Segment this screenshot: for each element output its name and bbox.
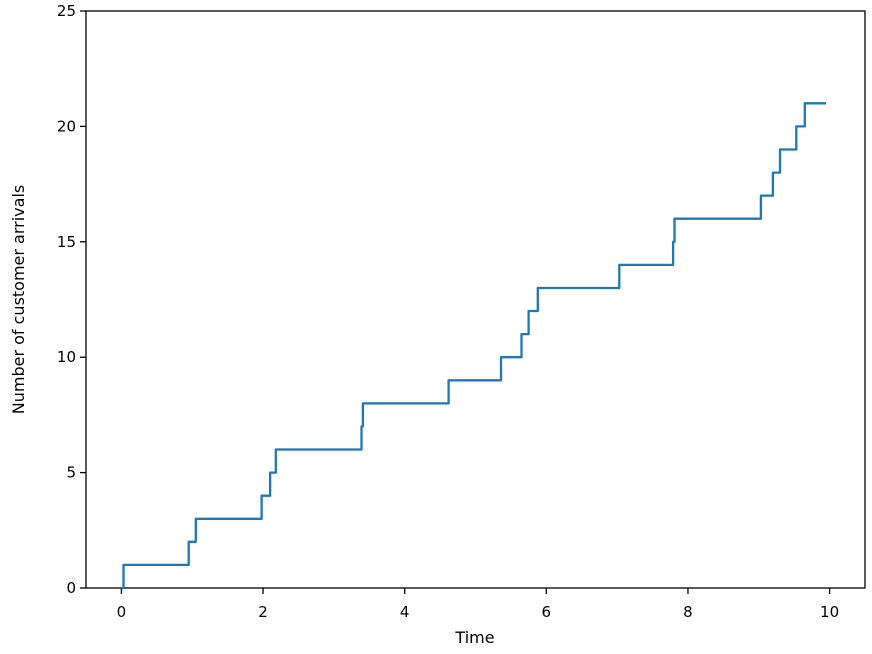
x-tick-label: 10: [820, 603, 839, 621]
y-tick-label: 25: [57, 2, 76, 20]
x-tick-label: 0: [117, 603, 127, 621]
y-tick-label: 5: [66, 464, 76, 482]
y-axis-label: Number of customer arrivals: [9, 185, 28, 414]
plot-border: [85, 10, 866, 589]
y-tick-label: 15: [57, 233, 76, 251]
x-tick-label: 4: [400, 603, 410, 621]
x-tick-label: 2: [258, 603, 268, 621]
y-tick-label: 0: [66, 579, 76, 597]
cumulative-customer-arrivals-line: [121, 102, 826, 590]
x-axis-label: Time: [454, 628, 494, 647]
y-tick-label: 20: [57, 117, 76, 135]
x-tick-label: 8: [683, 603, 693, 621]
x-tick-label: 6: [542, 603, 552, 621]
y-tick-label: 10: [57, 348, 76, 366]
